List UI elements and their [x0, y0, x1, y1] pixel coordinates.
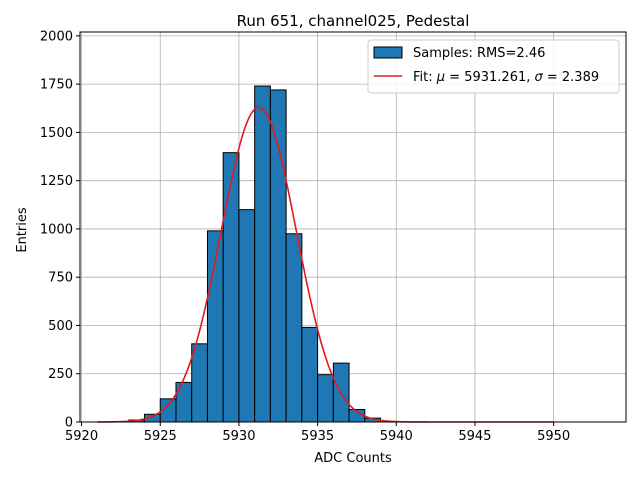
- x-axis: 5920 5925 5930 5935 5940 5945 5950: [65, 422, 570, 444]
- x-tick-label: 5945: [458, 429, 491, 444]
- legend-fit-sigma-value: = 2.389: [543, 70, 599, 85]
- histogram-bar: [238, 209, 256, 423]
- y-tick-label: 500: [48, 319, 73, 334]
- histogram-bar: [175, 381, 193, 423]
- legend-histogram-swatch: [373, 46, 403, 59]
- x-axis-label: ADC Counts: [314, 451, 392, 466]
- legend: Samples: RMS=2.46 Fit: μ = 5931.261, σ =…: [367, 39, 620, 94]
- histogram-bar: [269, 89, 287, 423]
- legend-fit-label: Fit: μ = 5931.261, σ = 2.389: [413, 70, 599, 85]
- y-tick-label: 1750: [40, 78, 73, 93]
- histogram-bars: [128, 85, 382, 423]
- x-tick-label: 5935: [301, 429, 334, 444]
- histogram-bar: [285, 233, 303, 423]
- legend-fit-prefix: Fit:: [413, 70, 437, 85]
- y-tick-label: 250: [48, 367, 73, 382]
- y-tick-label: 1250: [40, 174, 73, 189]
- histogram-bar: [254, 85, 271, 423]
- legend-fit-mu-value: = 5931.261,: [445, 70, 534, 85]
- x-tick-label: 5940: [380, 429, 413, 444]
- y-tick-label: 1500: [40, 126, 73, 141]
- legend-fit-mu-symbol: μ: [436, 70, 445, 85]
- legend-box: [367, 39, 620, 94]
- histogram-bar: [301, 326, 319, 423]
- y-tick-label: 750: [48, 271, 73, 286]
- y-axis: 0 250 500 750 1000 1250 1500 1750 2000: [40, 29, 80, 431]
- histogram-bar: [222, 152, 240, 423]
- x-tick-label: 5920: [65, 429, 98, 444]
- histogram-bar: [191, 343, 208, 423]
- y-axis-label: Entries: [15, 207, 30, 253]
- x-tick-label: 5925: [144, 429, 177, 444]
- plot-frame: [79, 31, 627, 423]
- chart-title: Run 651, channel025, Pedestal: [237, 12, 470, 30]
- histogram-bar: [317, 374, 334, 423]
- x-tick-label: 5930: [222, 429, 255, 444]
- y-tick-label: 2000: [40, 29, 73, 44]
- legend-histogram-label: Samples: RMS=2.46: [413, 46, 545, 61]
- y-tick-label: 1000: [40, 222, 73, 237]
- x-tick-label: 5950: [537, 429, 570, 444]
- y-tick-label: 0: [65, 416, 73, 431]
- legend-fit-sigma-symbol: σ: [535, 70, 544, 85]
